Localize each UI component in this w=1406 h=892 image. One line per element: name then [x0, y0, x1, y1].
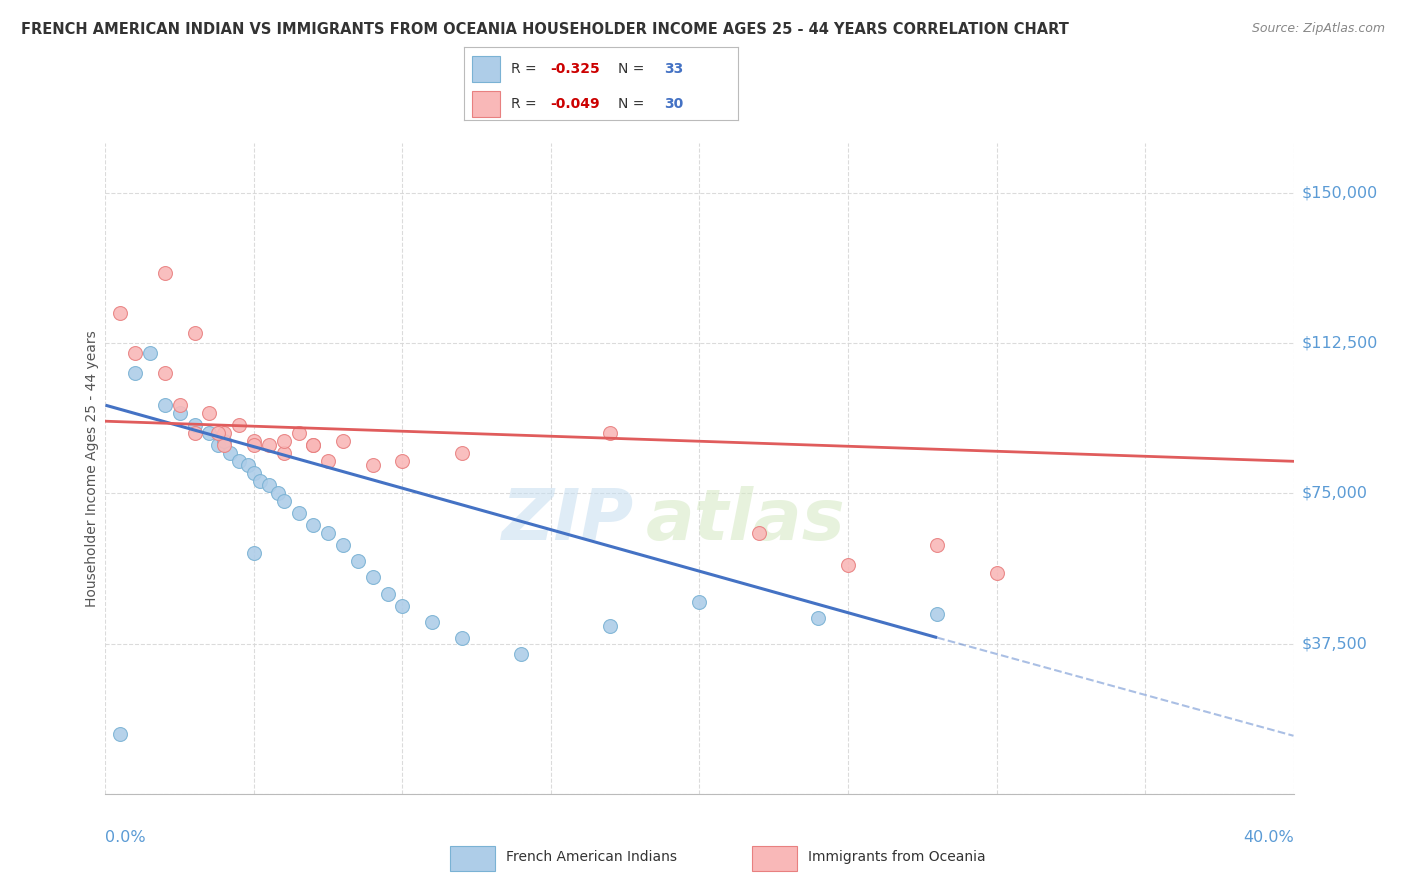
- Point: [927, 538, 949, 552]
- Point: [748, 526, 770, 541]
- Text: 33: 33: [664, 62, 683, 76]
- Point: [243, 546, 266, 560]
- Point: [169, 406, 191, 420]
- Text: $75,000: $75,000: [1302, 486, 1368, 500]
- Bar: [472, 91, 499, 118]
- Point: [599, 426, 621, 441]
- Point: [377, 586, 399, 600]
- Point: [510, 647, 533, 661]
- Point: [450, 446, 472, 460]
- Point: [228, 454, 250, 468]
- Y-axis label: Householder Income Ages 25 - 44 years: Householder Income Ages 25 - 44 years: [86, 330, 100, 607]
- Point: [236, 458, 259, 473]
- Point: [214, 434, 236, 449]
- Text: -0.325: -0.325: [550, 62, 600, 76]
- Point: [183, 418, 205, 433]
- Point: [198, 406, 221, 420]
- Point: [316, 526, 339, 541]
- Point: [207, 438, 229, 452]
- Point: [169, 398, 191, 412]
- Point: [273, 494, 295, 508]
- Point: [124, 366, 146, 380]
- Point: [599, 618, 621, 632]
- Point: [837, 558, 859, 573]
- Point: [207, 426, 229, 441]
- Point: [302, 518, 325, 533]
- Point: [302, 438, 325, 452]
- Point: [420, 615, 443, 629]
- Point: [361, 458, 384, 473]
- Point: [110, 727, 132, 741]
- Text: R =: R =: [510, 62, 540, 76]
- Point: [214, 426, 236, 441]
- Text: 40.0%: 40.0%: [1243, 830, 1294, 845]
- Point: [214, 438, 236, 452]
- Point: [198, 426, 221, 441]
- Point: [228, 418, 250, 433]
- Point: [450, 631, 472, 645]
- Text: FRENCH AMERICAN INDIAN VS IMMIGRANTS FROM OCEANIA HOUSEHOLDER INCOME AGES 25 - 4: FRENCH AMERICAN INDIAN VS IMMIGRANTS FRO…: [21, 22, 1069, 37]
- Point: [219, 446, 242, 460]
- Point: [287, 426, 309, 441]
- Point: [153, 366, 176, 380]
- Point: [689, 594, 711, 608]
- Text: $112,500: $112,500: [1302, 335, 1378, 351]
- Point: [110, 306, 132, 320]
- Text: N =: N =: [617, 62, 648, 76]
- Text: Source: ZipAtlas.com: Source: ZipAtlas.com: [1251, 22, 1385, 36]
- Point: [347, 554, 370, 568]
- Point: [257, 438, 280, 452]
- Point: [391, 599, 413, 613]
- Point: [273, 446, 295, 460]
- Point: [273, 434, 295, 449]
- Point: [361, 570, 384, 584]
- Point: [986, 566, 1008, 581]
- Point: [153, 398, 176, 412]
- Text: Immigrants from Oceania: Immigrants from Oceania: [808, 850, 986, 864]
- Point: [302, 438, 325, 452]
- Point: [332, 434, 354, 449]
- Text: 30: 30: [664, 97, 683, 112]
- Text: R =: R =: [510, 97, 540, 112]
- Point: [267, 486, 290, 500]
- Point: [124, 346, 146, 360]
- Text: $150,000: $150,000: [1302, 186, 1378, 201]
- Bar: [472, 56, 499, 82]
- Text: 0.0%: 0.0%: [105, 830, 146, 845]
- Point: [316, 454, 339, 468]
- Point: [183, 426, 205, 441]
- Point: [153, 266, 176, 280]
- Point: [807, 610, 830, 624]
- Point: [257, 478, 280, 492]
- Point: [332, 538, 354, 552]
- Text: atlas: atlas: [645, 486, 846, 555]
- Point: [243, 467, 266, 481]
- Text: French American Indians: French American Indians: [506, 850, 678, 864]
- Point: [243, 434, 266, 449]
- Point: [183, 326, 205, 340]
- Point: [249, 475, 271, 489]
- Point: [139, 346, 162, 360]
- Point: [287, 507, 309, 521]
- Text: ZIP: ZIP: [502, 486, 634, 555]
- Point: [243, 438, 266, 452]
- Text: $37,500: $37,500: [1302, 636, 1368, 651]
- Point: [391, 454, 413, 468]
- Text: N =: N =: [617, 97, 648, 112]
- Point: [927, 607, 949, 621]
- Text: -0.049: -0.049: [550, 97, 600, 112]
